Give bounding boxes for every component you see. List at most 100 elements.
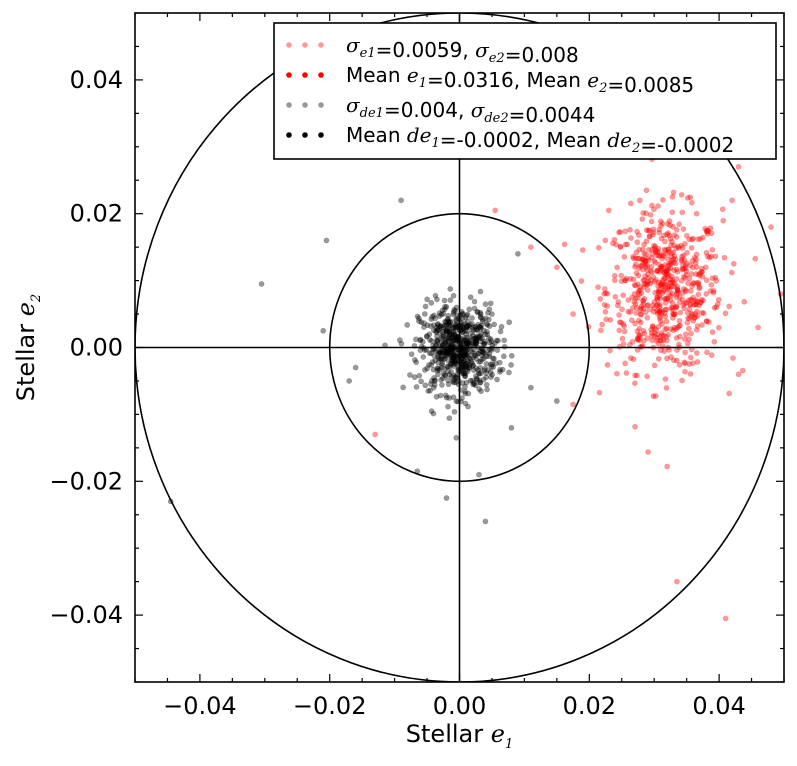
data-point — [679, 377, 685, 384]
data-point — [668, 279, 675, 286]
data-point — [623, 370, 630, 376]
data-point — [687, 301, 693, 308]
data-point — [618, 278, 625, 285]
data-point — [464, 323, 471, 330]
data-point — [621, 277, 628, 284]
data-point — [703, 227, 710, 234]
data-point — [446, 321, 452, 328]
data-point — [464, 328, 471, 335]
data-point — [483, 370, 490, 376]
data-point — [651, 206, 657, 213]
data-point — [651, 325, 658, 332]
data-point — [258, 281, 265, 287]
data-point — [417, 337, 424, 344]
data-point — [671, 324, 678, 331]
data-point — [696, 272, 703, 279]
data-point — [667, 260, 674, 266]
data-point — [460, 321, 466, 328]
data-point — [494, 376, 500, 383]
data-point — [484, 328, 490, 335]
data-point — [474, 309, 481, 315]
data-point — [703, 318, 710, 324]
data-point — [443, 348, 449, 355]
data-point — [700, 234, 706, 241]
data-point — [683, 232, 690, 239]
data-point — [643, 280, 649, 287]
data-point — [481, 367, 488, 374]
data-point — [642, 259, 649, 265]
data-point — [687, 296, 694, 303]
data-point — [614, 264, 620, 271]
data-point — [462, 337, 469, 344]
data-point — [633, 249, 640, 256]
data-point — [692, 259, 699, 266]
data-point — [646, 233, 653, 240]
data-point — [662, 261, 668, 268]
data-point — [652, 247, 659, 254]
legend-marker — [318, 102, 324, 108]
data-point — [636, 333, 643, 340]
data-point — [656, 308, 663, 314]
data-point — [698, 268, 705, 275]
axis-labels-layer: −0.04 −0.02 0.00 0.02 0.04 −0.04 −0.02 0.00 0.02… — [12, 66, 746, 752]
data-point — [461, 351, 468, 358]
data-point — [667, 297, 674, 304]
data-point — [447, 286, 454, 292]
data-point — [653, 249, 660, 256]
data-point — [637, 287, 643, 293]
data-point — [638, 305, 645, 312]
data-point — [447, 297, 454, 304]
data-point — [665, 246, 672, 253]
data-point — [671, 267, 678, 274]
data-point — [695, 280, 702, 286]
data-point — [433, 324, 440, 331]
data-point — [627, 309, 634, 315]
data-point — [449, 330, 456, 337]
data-point — [443, 352, 450, 358]
data-point — [664, 355, 670, 362]
data-point — [680, 286, 687, 292]
legend-entry: σe1=0.0059, σe2=0.008 — [286, 33, 579, 67]
data-point — [465, 352, 472, 359]
data-point — [463, 364, 470, 370]
data-point — [404, 321, 411, 328]
data-point — [632, 261, 639, 268]
data-point — [711, 338, 718, 345]
data-point — [679, 209, 686, 216]
data-point — [438, 355, 445, 362]
data-point — [661, 332, 667, 339]
data-point — [477, 323, 484, 330]
data-point — [644, 335, 651, 341]
data-point — [527, 244, 534, 251]
data-point — [643, 210, 650, 217]
data-point — [450, 333, 457, 340]
data-point — [682, 349, 689, 356]
data-point — [472, 373, 479, 379]
data-point — [473, 356, 480, 362]
data-point — [485, 367, 491, 373]
data-point — [704, 349, 710, 356]
data-point — [676, 317, 683, 324]
data-point — [682, 300, 688, 307]
data-point — [469, 315, 475, 321]
data-point — [708, 230, 715, 237]
data-point — [474, 309, 481, 315]
data-point — [695, 236, 701, 242]
data-point — [445, 357, 452, 364]
data-point — [693, 297, 699, 303]
data-point — [673, 245, 679, 252]
data-point — [670, 242, 677, 249]
data-point — [663, 337, 670, 344]
data-point — [703, 318, 710, 325]
data-point — [657, 333, 664, 340]
data-point — [661, 275, 668, 281]
data-point — [664, 270, 671, 277]
data-point — [477, 324, 484, 331]
data-point — [633, 270, 640, 276]
data-point — [707, 225, 714, 232]
data-point — [693, 264, 700, 271]
data-point — [643, 238, 650, 245]
data-point — [352, 364, 359, 371]
data-point — [656, 269, 663, 275]
